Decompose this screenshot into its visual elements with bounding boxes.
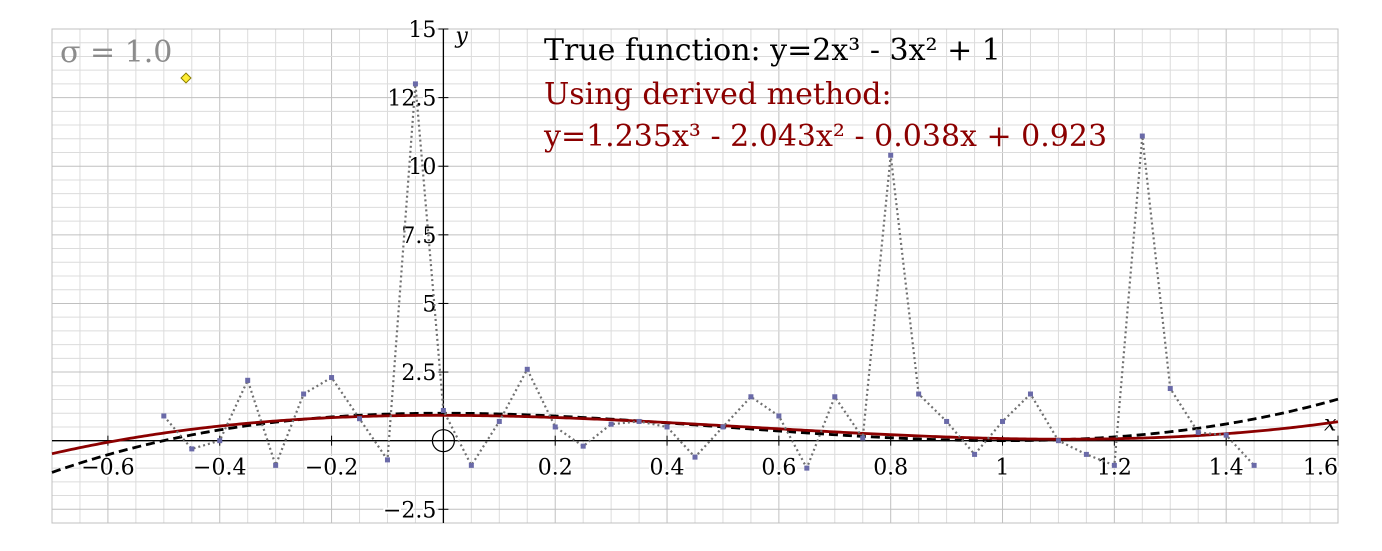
y-tick-label: −2.5	[383, 498, 436, 523]
sample-point	[636, 418, 642, 424]
sample-point	[1139, 133, 1145, 139]
derived-method-equation: y=1.235x³ - 2.043x² - 0.038x + 0.923	[543, 119, 1107, 154]
sample-point	[748, 394, 754, 400]
sample-point	[916, 391, 922, 397]
sample-point	[524, 366, 530, 372]
sample-point	[301, 391, 307, 397]
plot-border	[51, 28, 1339, 524]
sample-point	[776, 413, 782, 419]
y-tick-label: 10	[408, 155, 436, 180]
x-tick-label: 0.4	[650, 456, 685, 481]
x-tick-label: −0.4	[193, 456, 246, 481]
sample-point	[412, 81, 418, 87]
x-tick-label: 0.2	[538, 456, 573, 481]
sample-point	[1251, 462, 1257, 468]
x-tick-label: 1.4	[1209, 456, 1244, 481]
axes	[52, 29, 1338, 523]
sample-point	[357, 416, 363, 422]
sample-point	[496, 418, 502, 424]
sample-point	[804, 465, 810, 471]
sample-point	[972, 451, 978, 457]
sample-point	[217, 438, 223, 444]
sample-point	[552, 424, 558, 430]
sample-point	[384, 457, 390, 463]
sample-point	[189, 446, 195, 452]
sample-point	[944, 418, 950, 424]
sample-point	[273, 462, 279, 468]
sample-point	[608, 421, 614, 427]
y-tick-label: 2.5	[401, 361, 436, 386]
sample-point	[664, 424, 670, 430]
yellow-diamond-point-icon[interactable]	[180, 72, 192, 84]
sample-point	[888, 152, 894, 158]
x-tick-label: 1	[996, 456, 1010, 481]
sample-point	[1027, 391, 1033, 397]
true-function-label: True function: y=2x³ - 3x² + 1	[544, 33, 1001, 68]
y-axis-label: y	[454, 24, 468, 49]
x-tick-label: −0.6	[81, 456, 134, 481]
sample-point	[832, 394, 838, 400]
sample-point	[720, 424, 726, 430]
x-tick-label: 0.6	[761, 456, 796, 481]
sample-point	[440, 407, 446, 413]
sample-point	[1000, 418, 1006, 424]
sigma-label: σ = 1.0	[60, 35, 172, 70]
tick-labels: −0.6 −0.4 −0.2 0.2 0.4 0.6 0.8 1 1.2 1.4 1.6 −2.5 2.…	[79, 16, 1340, 525]
sample-point	[245, 377, 251, 383]
sample-point	[329, 375, 335, 381]
derived-fit-curve	[51, 413, 1339, 456]
derived-method-title: Using derived method:	[544, 77, 892, 112]
y-tick-label: 12.5	[387, 87, 436, 112]
series	[51, 81, 1339, 474]
sample-point	[1195, 429, 1201, 435]
y-tick-label: 15	[408, 18, 436, 43]
sample-point	[860, 435, 866, 441]
x-tick-label: 0.8	[873, 456, 908, 481]
sample-point	[580, 443, 586, 449]
sample-point	[1083, 451, 1089, 457]
sample-point	[692, 454, 698, 460]
x-tick-label: 1.6	[1303, 456, 1338, 481]
x-tick-label: 1.2	[1097, 456, 1132, 481]
sample-point	[1223, 432, 1229, 438]
origin-circle-icon	[431, 429, 455, 453]
sample-point	[1111, 462, 1117, 468]
sample-point	[1167, 386, 1173, 392]
noisy-samples-line	[162, 83, 1255, 471]
sample-point	[161, 413, 167, 419]
y-tick-label: 7.5	[401, 224, 436, 249]
sample-point	[468, 462, 474, 468]
y-tick-label: 5	[422, 292, 436, 317]
x-tick-label: −0.2	[305, 456, 358, 481]
sample-point	[1055, 438, 1061, 444]
